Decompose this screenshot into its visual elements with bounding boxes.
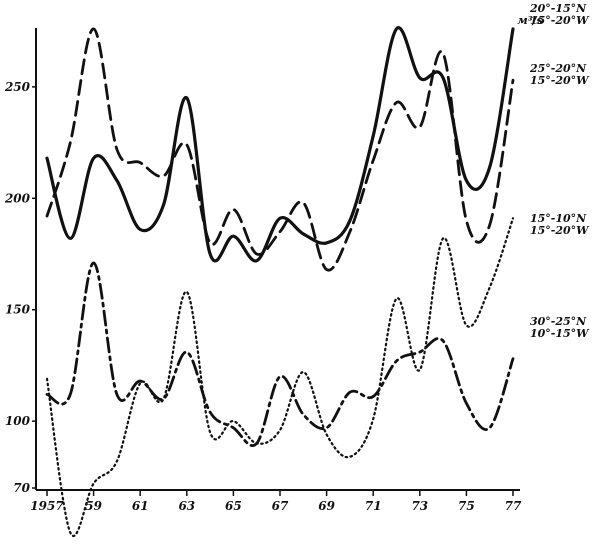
x-axis-ticks: 1957 59 61 63 65 67 69 71 73 75 77 <box>30 490 522 513</box>
x-tick-label: 1957 <box>30 499 64 513</box>
x-tick-label: 73 <box>411 499 428 513</box>
x-tick-label: 67 <box>272 499 289 513</box>
y-tick-label: 70 <box>13 481 30 495</box>
y-tick-label: 250 <box>4 80 31 94</box>
series-line-20-15n <box>45 26 515 263</box>
legend-label: 15°-20°W <box>530 224 590 237</box>
legend-label: 25°-20°N <box>529 62 587 75</box>
x-tick-label: 65 <box>225 499 242 513</box>
legend-label: 20°-15°N <box>529 2 587 15</box>
y-tick-label: 150 <box>5 303 31 317</box>
y-tick-label: 100 <box>5 414 31 428</box>
axes <box>35 28 520 491</box>
x-tick-label: 59 <box>85 499 102 513</box>
legend: 20°-15°N15°-20°W25°-20°N15°-20°W15°-10°N… <box>529 2 590 340</box>
y-tick-label: 200 <box>4 191 31 205</box>
x-tick-label: 71 <box>365 499 382 513</box>
series-line-15-10n <box>45 217 515 537</box>
legend-label: 30°-25°N <box>530 315 587 328</box>
x-tick-label: 75 <box>458 499 475 513</box>
x-tick-label: 61 <box>132 499 149 513</box>
y-axis-ticks: 70 100 150 200 250 <box>4 80 36 495</box>
unit-label: м³/s <box>517 14 543 27</box>
legend-label: 15°-20°W <box>530 74 590 87</box>
series-line-25-20n <box>45 27 515 272</box>
series-line-30-25n <box>45 261 515 447</box>
legend-label: 10°-15°W <box>530 327 590 340</box>
x-tick-label: 77 <box>505 499 522 513</box>
series-lines <box>45 26 515 537</box>
x-tick-label: 69 <box>318 499 335 513</box>
legend-label: 15°-10°N <box>530 212 587 225</box>
x-tick-label: 63 <box>178 499 195 513</box>
legend-label: 15°-20°W <box>530 14 590 27</box>
